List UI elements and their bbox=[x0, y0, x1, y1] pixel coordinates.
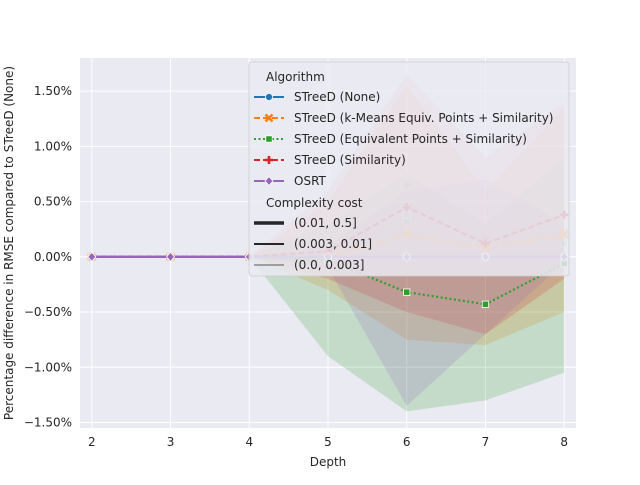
y-tick-label: 1.50% bbox=[34, 84, 72, 98]
legend-size-label-1: (0.003, 0.01] bbox=[294, 237, 372, 251]
marker-shape bbox=[265, 135, 273, 143]
legend-size-title: Complexity cost bbox=[266, 196, 363, 210]
data-point-2 bbox=[481, 300, 490, 308]
x-tick-label: 6 bbox=[403, 435, 411, 449]
marker-shape bbox=[166, 251, 176, 262]
y-tick-label: −1.00% bbox=[24, 360, 72, 374]
legend: Algorithm STreeD (None) STreeD (k-Means E… bbox=[248, 61, 570, 277]
legend-size-label-0: (0.01, 0.5] bbox=[294, 216, 357, 230]
legend-label-1: STreeD (k-Means Equiv. Points + Similari… bbox=[294, 111, 553, 125]
x-tick-label: 3 bbox=[167, 435, 175, 449]
y-tick-label: −1.50% bbox=[24, 415, 72, 429]
legend-series-entries: STreeD (None) STreeD (k-Means Equiv. Poin… bbox=[254, 90, 553, 188]
y-axis-label: Percentage difference in RMSE compared t… bbox=[2, 66, 16, 420]
data-point-4 bbox=[87, 251, 97, 262]
data-point-2 bbox=[403, 288, 411, 296]
marker-shape bbox=[264, 93, 273, 102]
legend-marker-2 bbox=[265, 135, 273, 143]
y-tick-label: 1.00% bbox=[34, 139, 72, 153]
marker-shape bbox=[264, 175, 274, 187]
legend-label-0: STreeD (None) bbox=[294, 90, 380, 104]
marker-shape bbox=[403, 288, 411, 296]
x-tick-label: 7 bbox=[482, 435, 490, 449]
y-tick-label: 0.50% bbox=[34, 195, 72, 209]
y-tick-label: 0.00% bbox=[34, 250, 72, 264]
marker-shape bbox=[87, 251, 97, 262]
x-tick-label: 2 bbox=[88, 435, 96, 449]
legend-marker-3 bbox=[265, 156, 273, 164]
legend-label-3: STreeD (Similarity) bbox=[294, 153, 406, 167]
x-tick-label: 4 bbox=[245, 435, 253, 449]
legend-marker-4 bbox=[264, 175, 274, 187]
legend-marker-1 bbox=[264, 113, 274, 123]
y-tick-label: −0.50% bbox=[24, 305, 72, 319]
legend-size-label-2: (0.0, 0.003] bbox=[294, 258, 364, 272]
x-tick-label: 8 bbox=[560, 435, 568, 449]
data-point-4 bbox=[166, 251, 176, 262]
legend-label-2: STreeD (Equivalent Points + Similarity) bbox=[294, 132, 527, 146]
marker-shape bbox=[481, 300, 490, 308]
marker-shape bbox=[264, 113, 274, 123]
x-tick-label: 5 bbox=[324, 435, 332, 449]
legend-size-entries: (0.01, 0.5] (0.003, 0.01] (0.0, 0.003] bbox=[254, 216, 372, 272]
x-axis-label: Depth bbox=[310, 455, 347, 469]
tick-labels: −1.50% −1.00% −0.50% 0.00% 0.50% 1.00% 1.50% 2 3… bbox=[24, 84, 568, 449]
legend-title: Algorithm bbox=[266, 70, 325, 84]
legend-box bbox=[248, 61, 570, 277]
legend-label-4: OSRT bbox=[294, 174, 327, 188]
legend-marker-0 bbox=[264, 93, 273, 102]
